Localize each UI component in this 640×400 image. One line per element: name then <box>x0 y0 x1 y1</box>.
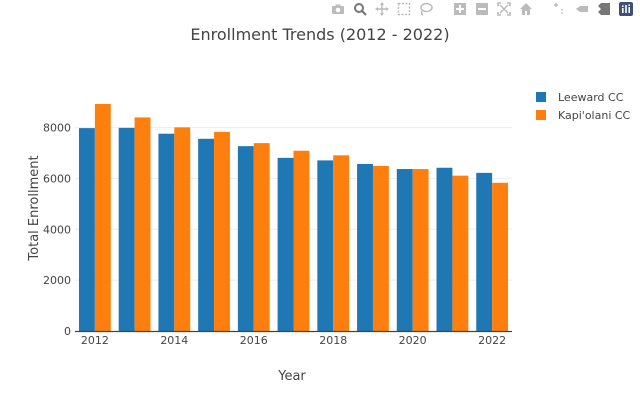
y-tick-label: 6000 <box>43 172 71 185</box>
bar-series-2 <box>174 127 191 331</box>
bar-series-2 <box>134 117 151 331</box>
hover-closest-icon[interactable] <box>574 1 590 17</box>
bar-series-1 <box>118 127 135 331</box>
autoscale-icon[interactable] <box>496 1 512 17</box>
x-tick-label: 2018 <box>319 334 347 347</box>
x-tick-label: 2014 <box>160 334 188 347</box>
bar-series-2 <box>253 143 270 331</box>
zoom-in-icon[interactable] <box>452 1 468 17</box>
x-axis-title: Year <box>277 369 306 384</box>
bar-series-2 <box>412 169 429 331</box>
bar-series-1 <box>158 133 175 331</box>
bar-series-1 <box>476 172 493 331</box>
x-tick-label: 2020 <box>399 334 427 347</box>
bar-series-1 <box>396 169 413 331</box>
x-tick-labels: 2012 2014 2016 2018 2020 2022 <box>81 334 506 347</box>
legend-label: Leeward CC <box>558 91 624 104</box>
legend-swatch <box>536 92 546 102</box>
x-tick-label: 2012 <box>81 334 109 347</box>
reset-axes-icon[interactable] <box>518 1 534 17</box>
x-tick-label: 2022 <box>478 334 506 347</box>
modebar <box>330 0 640 18</box>
bar-series-1 <box>277 157 294 331</box>
zoom-out-icon[interactable] <box>474 1 490 17</box>
bars <box>78 103 509 331</box>
chart-title: Enrollment Trends (2012 - 2022) <box>190 25 449 44</box>
y-tick-label: 0 <box>64 325 71 338</box>
y-tick-label: 4000 <box>43 223 71 236</box>
pan-icon[interactable] <box>374 1 390 17</box>
bar-series-2 <box>214 131 230 331</box>
hover-compare-icon[interactable] <box>596 1 612 17</box>
bar-series-2 <box>333 155 350 331</box>
bar-series-2 <box>372 165 389 331</box>
x-tick-label: 2016 <box>240 334 268 347</box>
legend-label: Kapi'olani CC <box>558 109 631 122</box>
legend-swatch <box>536 110 546 120</box>
y-tick-label: 8000 <box>43 122 71 135</box>
bar-series-2 <box>492 182 509 331</box>
plotly-logo-icon[interactable] <box>618 1 634 17</box>
bar-series-1 <box>317 160 334 331</box>
box-select-icon[interactable] <box>396 1 412 17</box>
y-tick-label: 2000 <box>43 274 71 287</box>
spike-lines-icon[interactable] <box>552 1 568 17</box>
bar-series-2 <box>94 103 111 331</box>
bar-series-1 <box>78 128 95 331</box>
zoom-icon[interactable] <box>352 1 368 17</box>
camera-icon[interactable] <box>330 1 346 17</box>
bar-series-2 <box>452 175 469 331</box>
y-tick-labels: 0 2000 4000 6000 8000 <box>43 122 71 338</box>
bar-series-2 <box>293 150 310 331</box>
y-axis-title: Total Enrollment <box>27 155 42 261</box>
legend[interactable]: Leeward CC Kapi'olani CC <box>536 91 631 122</box>
bar-series-1 <box>436 167 453 331</box>
bar-series-1 <box>237 146 254 331</box>
lasso-icon[interactable] <box>418 1 434 17</box>
bar-series-1 <box>357 163 373 331</box>
bar-series-1 <box>198 138 215 331</box>
